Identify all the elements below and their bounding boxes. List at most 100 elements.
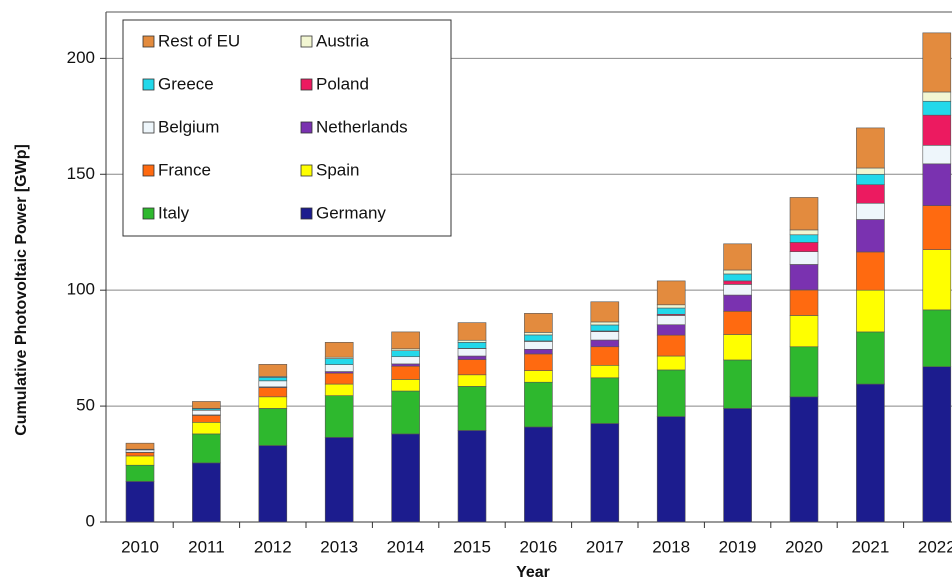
- bar-segment: [723, 294, 752, 312]
- bar-segment: [324, 364, 354, 372]
- y-tick-label: 50: [76, 396, 95, 415]
- x-tick-label: 2021: [851, 537, 889, 556]
- legend-label: Spain: [316, 160, 359, 179]
- bar-segment: [324, 342, 354, 358]
- bar-segment: [723, 243, 752, 271]
- bar-segment: [590, 423, 620, 523]
- legend-swatch: [300, 35, 313, 48]
- bar-segment: [524, 313, 553, 333]
- y-tick-label: 100: [67, 280, 95, 299]
- bar-segment: [856, 173, 885, 186]
- legend-label: Austria: [316, 31, 369, 50]
- bar-segment: [192, 462, 221, 523]
- x-tick-label: 2019: [719, 537, 757, 556]
- legend-label: Germany: [316, 203, 386, 222]
- bar-segment: [856, 289, 885, 333]
- bar-segment: [391, 356, 420, 365]
- y-tick-label: 200: [67, 48, 95, 67]
- bar-segment: [856, 127, 885, 169]
- bar-segment: [856, 184, 885, 204]
- bar-segment: [192, 401, 221, 409]
- bar-segment: [192, 433, 221, 464]
- bar-segment: [656, 334, 686, 357]
- bar-segment: [922, 114, 952, 146]
- bar-segment: [723, 273, 752, 282]
- bar-segment: [723, 280, 752, 285]
- legend-swatch: [300, 78, 313, 91]
- bar-segment: [192, 422, 221, 435]
- bar-segment: [524, 332, 553, 336]
- x-tick-label: 2016: [519, 537, 557, 556]
- bar-segment: [590, 331, 620, 341]
- x-tick-label: 2013: [320, 537, 358, 556]
- bar-segment: [457, 359, 487, 376]
- bar-segment: [457, 374, 487, 387]
- bar-segment: [656, 324, 686, 336]
- bar-segment: [524, 341, 553, 350]
- bar-segment: [258, 445, 288, 523]
- legend-label: Greece: [158, 74, 214, 93]
- bar-segment: [524, 370, 553, 383]
- bar-segment: [789, 289, 819, 316]
- bar-segment: [922, 163, 952, 206]
- x-tick-label: 2020: [785, 537, 823, 556]
- bar-segment: [789, 251, 819, 265]
- x-tick-label: 2010: [121, 537, 159, 556]
- legend-swatch: [142, 78, 155, 91]
- bar-segment: [856, 167, 885, 175]
- x-tick-label: 2022: [918, 537, 952, 556]
- bar-segment: [457, 348, 487, 357]
- bar-segment: [789, 242, 819, 253]
- bar-segment: [856, 251, 885, 291]
- bar-segment: [590, 346, 620, 366]
- x-tick-label: 2012: [254, 537, 292, 556]
- bar-segment: [922, 144, 952, 165]
- bar-segment: [922, 366, 952, 523]
- bar-segment: [723, 284, 752, 296]
- bar-segment: [590, 321, 620, 326]
- bar-segment: [656, 315, 686, 326]
- bar-segment: [789, 315, 819, 348]
- x-tick-label: 2011: [188, 537, 225, 556]
- bar-segment: [125, 449, 155, 453]
- bar-segment: [723, 359, 752, 409]
- bar-segment: [391, 379, 420, 392]
- legend-swatch: [300, 164, 313, 177]
- bar-segment: [391, 365, 420, 380]
- x-tick-label: 2014: [387, 537, 425, 556]
- legend-swatch: [142, 207, 155, 220]
- legend-swatch: [142, 35, 155, 48]
- bar-segment: [590, 377, 620, 424]
- x-axis-title: Year: [516, 564, 550, 581]
- bar-segment: [457, 322, 487, 341]
- legend-label: Rest of EU: [158, 31, 240, 50]
- bar-segment: [457, 355, 487, 360]
- bar-segment: [856, 383, 885, 523]
- bar-segment: [656, 304, 686, 309]
- bar-segment: [258, 408, 288, 446]
- bar-segment: [856, 331, 885, 385]
- x-tick-label: 2018: [652, 537, 690, 556]
- bar-segment: [391, 350, 420, 358]
- legend-swatch: [142, 121, 155, 134]
- bar-segment: [590, 339, 620, 348]
- bar-segment: [457, 386, 487, 431]
- bar-segment: [324, 383, 354, 396]
- bar-segment: [192, 415, 221, 423]
- legend-label: Belgium: [158, 117, 219, 136]
- bar-segment: [656, 416, 686, 523]
- bar-segment: [922, 205, 952, 250]
- bar-segment: [656, 355, 686, 371]
- y-tick-label: 150: [67, 164, 95, 183]
- bar-segment: [391, 331, 420, 350]
- legend-label: Netherlands: [316, 117, 408, 136]
- bar-segment: [524, 348, 553, 355]
- bar-segment: [258, 387, 288, 398]
- legend-label: France: [158, 160, 211, 179]
- legend-box: [122, 19, 452, 237]
- bar-segment: [391, 433, 420, 523]
- bar-segment: [922, 32, 952, 93]
- bar-segment: [656, 369, 686, 417]
- bar-segment: [524, 381, 553, 428]
